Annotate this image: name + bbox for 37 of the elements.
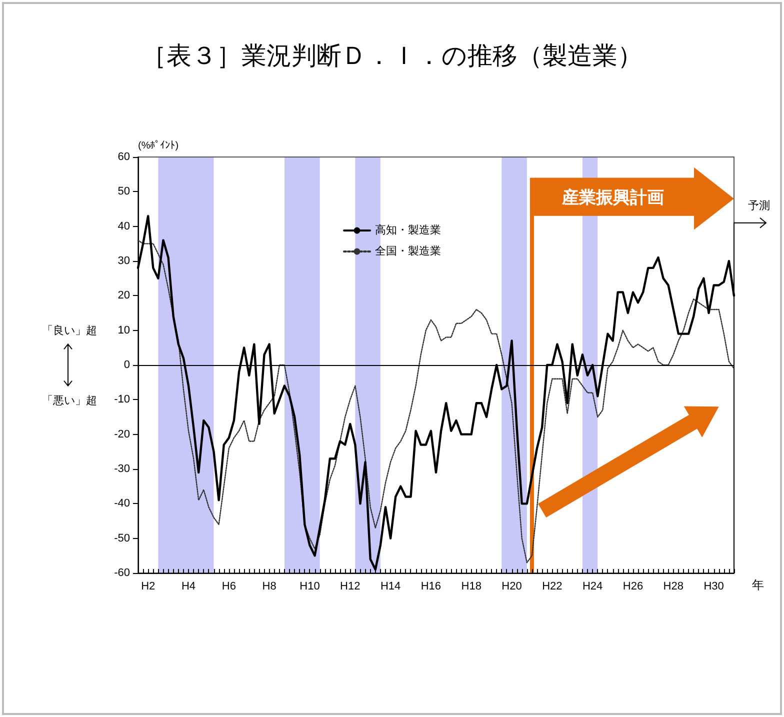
x-tick-label: H18 — [461, 580, 482, 592]
x-tick-label: H4 — [181, 580, 196, 592]
y-tick-label: 0 — [124, 359, 130, 371]
x-tick-label: H14 — [380, 580, 401, 592]
x-tick-label: H16 — [420, 580, 442, 592]
x-tick-label: H10 — [300, 580, 320, 592]
text: 「良い」超 — [42, 323, 97, 338]
y-tick-label: -30 — [114, 463, 130, 475]
x-tick-label: H12 — [340, 580, 360, 592]
y-axis-title: (%ﾎﾟｲﾝﾄ) — [138, 140, 179, 152]
text: 「悪い」超 — [42, 392, 97, 408]
y-tick-label: -20 — [114, 428, 130, 440]
annotation: 産業振興計画 — [560, 188, 664, 208]
x-tick-label: H8 — [262, 580, 276, 592]
x-tick-label: H30 — [704, 580, 724, 592]
y-tick-label: -50 — [114, 532, 130, 544]
x-tick-label: H6 — [222, 580, 236, 592]
x-tick-label: H2 — [141, 580, 156, 592]
y-tick-label: -40 — [114, 498, 130, 510]
y-tick-label: 50 — [118, 186, 130, 198]
y-tick-label: -10 — [114, 394, 130, 406]
x-axis-title: 年 — [752, 578, 764, 592]
text: 予測 — [748, 198, 770, 212]
x-tick-label: H22 — [542, 580, 562, 592]
x-tick-label: H26 — [622, 580, 644, 592]
x-tick-label: H24 — [582, 580, 603, 592]
chart-title: ［表３］業況判断Ｄ．Ｉ．の推移（製造業） — [142, 41, 642, 70]
y-tick-label: 30 — [118, 255, 130, 267]
y-tick-label: 20 — [118, 290, 130, 302]
y-tick-label: -60 — [114, 567, 130, 579]
x-tick-label: H28 — [663, 580, 684, 592]
legend-label: 高知・製造業 — [375, 224, 441, 236]
y-tick-label: 10 — [118, 324, 130, 336]
x-tick-label: H20 — [502, 580, 522, 592]
y-tick-label: 40 — [118, 220, 130, 232]
legend-label: 全国・製造業 — [375, 244, 441, 258]
y-tick-label: 60 — [118, 151, 130, 163]
